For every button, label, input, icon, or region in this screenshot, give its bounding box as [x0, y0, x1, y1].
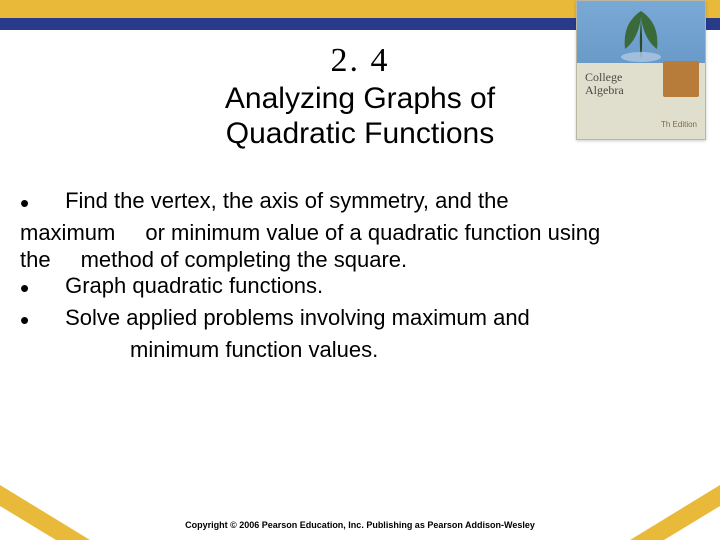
heading: 2. 4 Analyzing Graphs of Quadratic Funct…	[0, 42, 720, 151]
bullet-icon: •	[20, 188, 29, 218]
bullet-icon: •	[20, 273, 29, 303]
corner-right	[630, 485, 720, 540]
bullet2: Graph quadratic functions.	[65, 273, 323, 298]
bullet1-seg5: method of completing the square.	[81, 247, 408, 272]
bullet-icon: •	[20, 305, 29, 335]
corner-left	[0, 485, 90, 540]
bullet3-seg2: minimum function values.	[130, 337, 378, 362]
footer-copyright: Copyright © 2006 Pearson Education, Inc.…	[0, 520, 720, 530]
title-line1: Analyzing Graphs of	[225, 82, 495, 115]
section-title: Analyzing Graphs of Quadratic Functions	[0, 82, 720, 151]
title-line2: Quadratic Functions	[226, 117, 494, 150]
bullet3-seg1: Solve applied problems involving maximum…	[65, 305, 530, 330]
bullet1-seg3: or minimum value of a quadratic function…	[145, 220, 600, 245]
body-text: • Find the vertex, the axis of symmetry, …	[20, 188, 692, 364]
bullet1-seg2: maximum	[20, 220, 115, 245]
bullet1-seg4: the	[20, 247, 51, 272]
bullet1-seg1: Find the vertex, the axis of symmetry, a…	[65, 188, 508, 213]
section-number: 2. 4	[0, 42, 720, 80]
